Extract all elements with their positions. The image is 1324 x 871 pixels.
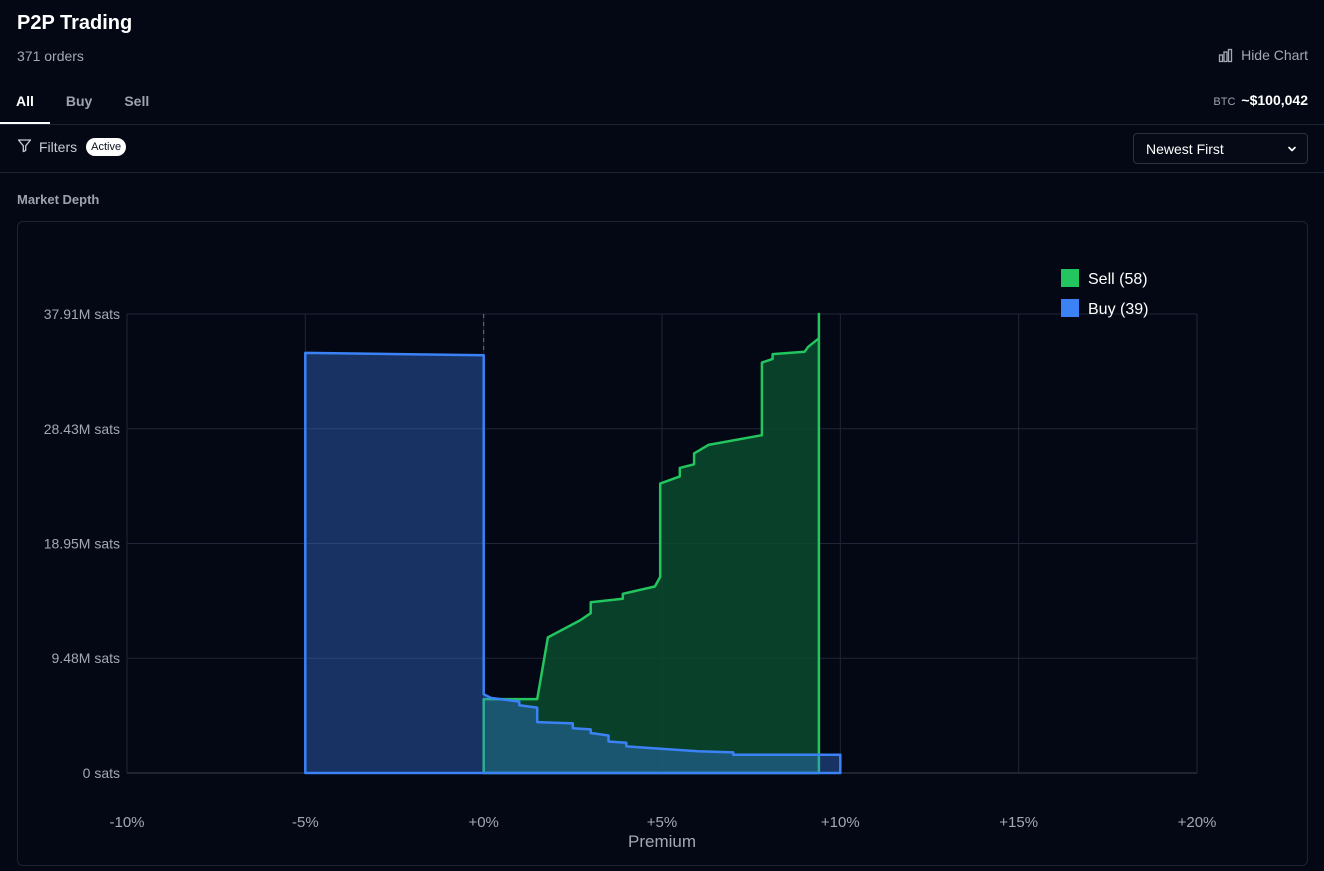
tab-sell[interactable]: Sell — [124, 93, 150, 109]
btc-price: BTC ~$100,042 — [1213, 92, 1308, 108]
tabs-divider — [0, 124, 1324, 125]
filters-active-badge: Active — [86, 138, 127, 156]
tab-all[interactable]: All — [0, 80, 50, 124]
filters-label: Filters — [39, 139, 78, 155]
y-tick-label: 28.43M sats — [44, 421, 120, 437]
x-tick-label: +0% — [468, 814, 498, 831]
x-tick-label: -5% — [292, 814, 319, 831]
tab-bar: All Buy Sell — [0, 80, 165, 124]
y-tick-label: 37.91M sats — [44, 306, 120, 322]
sort-select[interactable]: Newest First — [1133, 133, 1308, 164]
legend-label: Buy (39) — [1088, 301, 1148, 318]
y-tick-label: 18.95M sats — [44, 536, 120, 552]
sort-selected-value: Newest First — [1146, 140, 1224, 157]
chevron-down-icon — [1287, 141, 1297, 157]
tab-buy[interactable]: Buy — [65, 93, 93, 109]
filters-button[interactable]: Filters Active — [17, 138, 127, 156]
x-tick-label: +5% — [647, 814, 677, 831]
page-title: P2P Trading — [17, 12, 133, 34]
chart-container — [17, 221, 1308, 866]
market-depth-label: Market Depth — [17, 192, 100, 207]
x-axis-title: Premium — [628, 832, 696, 851]
legend-swatch — [1061, 269, 1079, 287]
hide-chart-button[interactable]: Hide Chart — [1218, 47, 1308, 63]
legend-label: Sell (58) — [1088, 271, 1148, 288]
sell-depth-area — [482, 312, 821, 775]
btc-price-value: ~$100,042 — [1241, 92, 1308, 108]
toolbar-divider — [0, 172, 1324, 173]
x-tick-label: +15% — [999, 814, 1038, 831]
x-tick-label: -10% — [109, 814, 144, 831]
x-tick-label: +20% — [1178, 814, 1217, 831]
btc-currency-label: BTC — [1213, 96, 1236, 108]
buy-depth-area — [304, 351, 842, 775]
bar-chart-icon — [1218, 48, 1233, 63]
hide-chart-label: Hide Chart — [1241, 47, 1308, 63]
legend-swatch — [1061, 299, 1079, 317]
order-count: 371 orders — [17, 48, 84, 64]
x-tick-label: +10% — [821, 814, 860, 831]
y-tick-label: 0 sats — [83, 765, 120, 781]
y-tick-label: 9.48M sats — [52, 650, 120, 666]
filter-icon — [17, 138, 32, 156]
